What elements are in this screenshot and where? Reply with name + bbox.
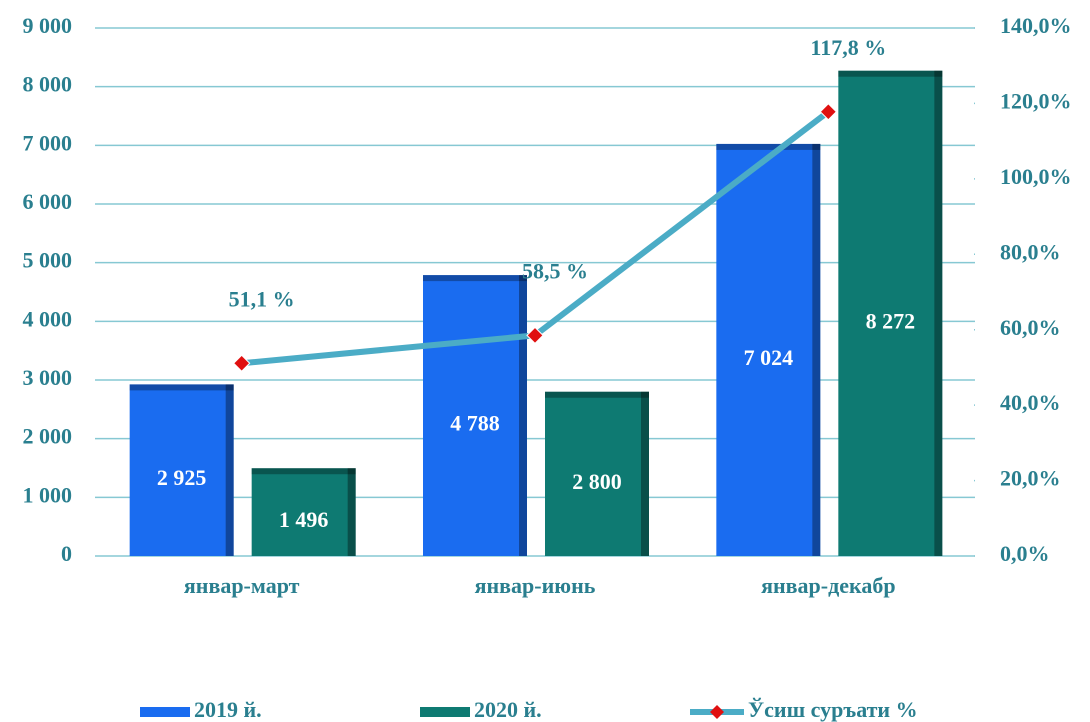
legend-label: 2020 й. (474, 697, 542, 722)
bar (545, 391, 649, 556)
bar-value-label: 4 788 (450, 411, 500, 436)
y2-tick-label: 120,0% (1000, 88, 1072, 113)
bar-edge (934, 70, 943, 556)
y2-tick-label: 60,0% (1000, 315, 1061, 340)
bar (716, 143, 821, 556)
bar-value-label: 2 925 (157, 465, 207, 490)
y2-tick-label: 40,0% (1000, 390, 1061, 415)
y-tick-label: 3 000 (23, 365, 73, 390)
legend-swatch (420, 707, 470, 717)
bar-edge (347, 468, 356, 556)
x-tick-label: январ-март (184, 573, 300, 598)
y2-tick-label: 0,0% (1000, 541, 1050, 566)
bar (251, 468, 356, 556)
y-tick-label: 5 000 (23, 248, 73, 273)
y-tick-label: 4 000 (23, 306, 73, 331)
bar-edge (519, 275, 527, 556)
legend-marker (710, 705, 724, 719)
bar-top (838, 70, 943, 77)
y-tick-label: 0 (61, 541, 72, 566)
y-tick-label: 8 000 (23, 72, 73, 97)
legend-label: 2019 й. (194, 697, 262, 722)
bar-top (716, 143, 821, 150)
bar-top (423, 275, 527, 282)
y2-tick-label: 20,0% (1000, 466, 1061, 491)
x-tick-label: январ-июнь (475, 573, 596, 598)
bar-top (545, 391, 649, 398)
legend-swatch (140, 707, 190, 717)
bar-value-label: 7 024 (744, 345, 794, 370)
y-tick-label: 2 000 (23, 424, 73, 449)
bar-value-label: 1 496 (279, 507, 329, 532)
line-marker (819, 103, 838, 121)
bar (129, 384, 234, 556)
line-marker (526, 326, 544, 345)
x-tick-label: январ-декабр (761, 573, 896, 598)
bar-edge (641, 391, 649, 556)
line-value-label: 117,8 % (810, 35, 886, 60)
bar-top (129, 384, 234, 391)
bar-edge (225, 384, 234, 556)
y-tick-label: 9 000 (23, 13, 73, 38)
y-tick-label: 7 000 (23, 130, 73, 155)
line-marker (232, 354, 251, 372)
bar (423, 275, 527, 556)
y-tick-label: 1 000 (23, 482, 73, 507)
line-value-label: 51,1 % (229, 286, 295, 311)
bar-top (251, 468, 356, 475)
bar-edge (812, 143, 821, 556)
y-tick-label: 6 000 (23, 189, 73, 214)
y2-tick-label: 80,0% (1000, 239, 1061, 264)
y2-tick-label: 100,0% (1000, 164, 1072, 189)
legend-label: Ўсиш суръати % (748, 697, 918, 722)
bar (838, 70, 943, 556)
bar-value-label: 8 272 (866, 308, 916, 333)
y2-tick-label: 140,0% (1000, 13, 1072, 38)
bar-value-label: 2 800 (572, 469, 622, 494)
line-value-label: 58,5 % (522, 258, 588, 283)
